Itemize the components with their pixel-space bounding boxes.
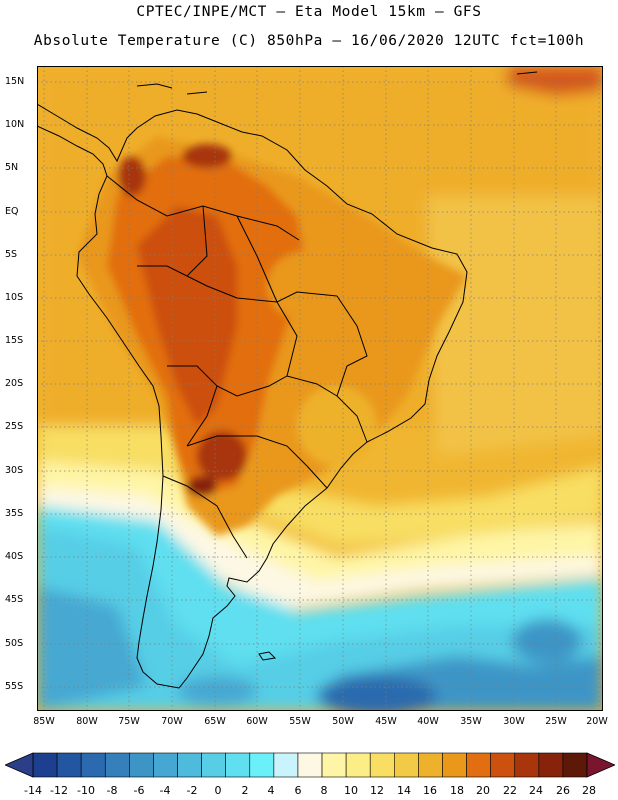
lon-label: 60W	[246, 716, 268, 727]
colorbar-cell	[225, 752, 251, 778]
lon-label: 25W	[545, 716, 567, 727]
lon-label: 50W	[332, 716, 354, 727]
colorbar-cell	[490, 752, 516, 778]
colorbar-cell	[104, 752, 130, 778]
colorbar-tick-label: -12	[50, 784, 68, 797]
colorbar-tick-label: 8	[320, 784, 328, 797]
lon-label: 55W	[289, 716, 311, 727]
colorbar-cell	[562, 752, 588, 778]
colorbar-tick-label: -4	[159, 784, 171, 797]
lat-label: 25S	[5, 421, 24, 432]
colorbar-cell	[80, 752, 106, 778]
temperature-colorbar	[5, 752, 615, 778]
lat-label: 40S	[5, 551, 24, 562]
colorbar-tick-label: 0	[214, 784, 222, 797]
lat-label: 55S	[5, 681, 24, 692]
lat-label: 5N	[5, 162, 19, 173]
colorbar-tick-label: -10	[77, 784, 95, 797]
colorbar-tick-label: 20	[476, 784, 490, 797]
colorbar-cell	[249, 752, 275, 778]
lon-label: 35W	[460, 716, 482, 727]
colorbar-tick-label: 12	[370, 784, 384, 797]
lat-label: 50S	[5, 638, 24, 649]
lat-label: 30S	[5, 465, 24, 476]
lon-label: 40W	[417, 716, 439, 727]
colorbar-tick-label: -14	[24, 784, 42, 797]
lon-label: 30W	[503, 716, 525, 727]
colorbar-tick-label: 4	[267, 784, 275, 797]
lon-label: 70W	[161, 716, 183, 727]
colorbar-cell	[297, 752, 323, 778]
lat-label: 15S	[5, 335, 24, 346]
lat-label: 15N	[5, 76, 25, 87]
lon-label: 65W	[204, 716, 226, 727]
colorbar-cell	[369, 752, 395, 778]
lat-label: 5S	[5, 249, 18, 260]
colorbar-tick-label: 28	[582, 784, 596, 797]
colorbar-tick-label: -2	[186, 784, 198, 797]
lat-label: 10N	[5, 119, 25, 130]
colorbar-tick-label: 22	[503, 784, 517, 797]
title-line-2: Absolute Temperature (C) 850hPa – 16/06/…	[33, 33, 585, 49]
colorbar-tick-label: 6	[294, 784, 302, 797]
colorbar-cell	[32, 752, 58, 778]
colorbar-cell	[56, 752, 82, 778]
colorbar-tick-label: 2	[241, 784, 249, 797]
colorbar-tick-label: 24	[529, 784, 543, 797]
colorbar-tick-label: 14	[397, 784, 411, 797]
colorbar-cell	[538, 752, 564, 778]
colorbar-cell	[177, 752, 202, 778]
lon-label: 85W	[33, 716, 55, 727]
colorbar-tick-label: -6	[133, 784, 145, 797]
colorbar-tick-label: 18	[450, 784, 464, 797]
colorbar-cell	[418, 752, 443, 778]
colorbar-tick-label: 10	[344, 784, 358, 797]
colorbar-cell	[321, 752, 347, 778]
lat-label: 35S	[5, 508, 24, 519]
lat-label: EQ	[5, 206, 19, 217]
lon-label: 75W	[118, 716, 140, 727]
lat-label: 45S	[5, 594, 24, 605]
colorbar-tick-label: -8	[106, 784, 118, 797]
colorbar-cell	[201, 752, 226, 778]
colorbar-cell	[466, 752, 491, 778]
colorbar-cell	[273, 752, 299, 778]
colorbar-cell	[153, 752, 178, 778]
colorbar-cell	[514, 752, 540, 778]
colorbar-tick-label: 26	[556, 784, 570, 797]
temperature-map	[37, 66, 603, 711]
colorbar-cell	[129, 752, 154, 778]
colorbar-cell	[345, 752, 371, 778]
lat-label: 20S	[5, 378, 24, 389]
title-line-1: CPTEC/INPE/MCT – Eta Model 15km – GFS	[136, 4, 482, 20]
lon-label: 45W	[375, 716, 397, 727]
colorbar-tick-label: 16	[423, 784, 437, 797]
lon-label: 80W	[76, 716, 98, 727]
lon-label: 20W	[586, 716, 608, 727]
colorbar-cell	[394, 752, 419, 778]
colorbar-cell	[442, 752, 467, 778]
lat-label: 10S	[5, 292, 24, 303]
